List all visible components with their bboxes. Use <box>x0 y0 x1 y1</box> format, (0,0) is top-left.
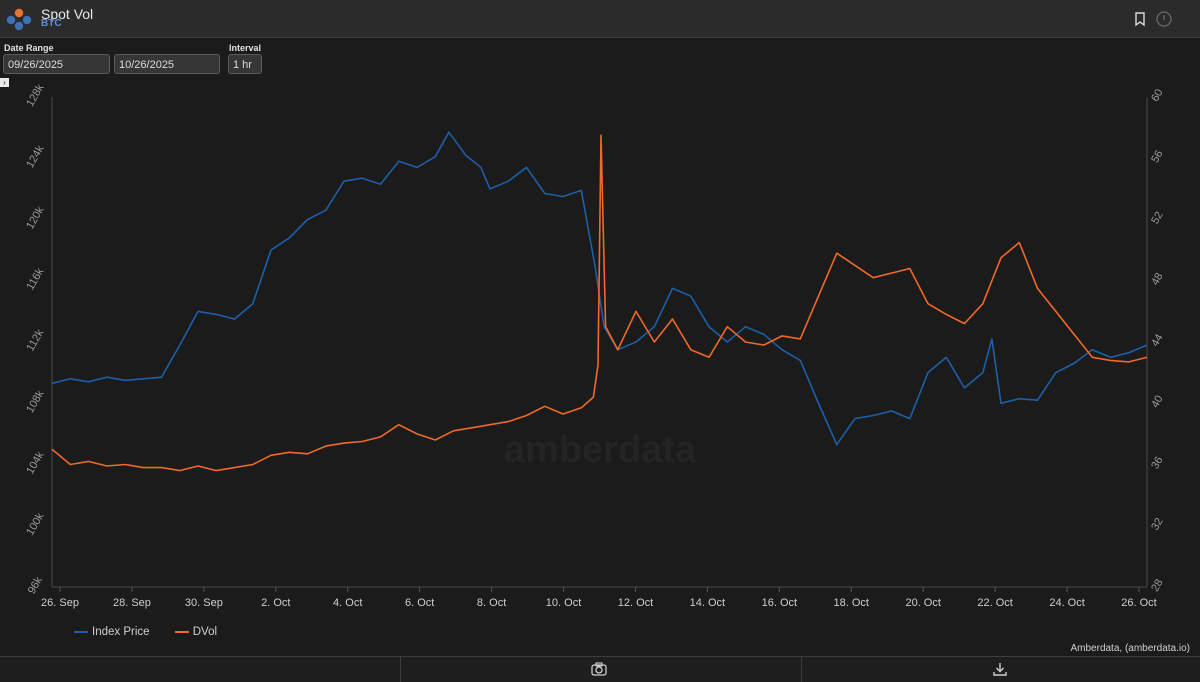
x-tick-label: 4. Oct <box>333 597 362 609</box>
chart-controls: Date Range 09/26/2025 10/26/2025 Interva… <box>0 38 1200 88</box>
x-tick-label: 20. Oct <box>905 597 940 609</box>
left-y-tick-label: 100k <box>24 510 47 537</box>
info-icon[interactable] <box>1155 10 1173 28</box>
chart-legend: Index Price DVol <box>74 624 239 638</box>
right-y-tick-label: 40 <box>1149 393 1166 410</box>
left-y-tick-label: 120k <box>24 204 47 231</box>
right-y-tick-label: 56 <box>1149 148 1166 165</box>
amberdata-logo <box>6 8 32 31</box>
start-date-input[interactable]: 09/26/2025 <box>3 54 110 74</box>
left-y-tick-label: 112k <box>24 327 46 353</box>
right-y-tick-label: 36 <box>1149 455 1166 472</box>
x-tick-label: 2. Oct <box>261 597 290 609</box>
asset-label: BTC <box>41 18 62 29</box>
x-tick-label: 26. Sep <box>41 597 79 609</box>
interval-select[interactable]: 1 hr <box>228 54 262 74</box>
left-y-tick-label: 96k <box>26 574 46 596</box>
end-date-input[interactable]: 10/26/2025 <box>114 54 220 74</box>
date-range-label: Date Range <box>4 43 54 53</box>
left-y-tick-label: 104k <box>24 449 47 476</box>
right-y-tick-label: 44 <box>1149 332 1166 349</box>
left-y-tick-label: 116k <box>24 266 46 292</box>
camera-icon[interactable] <box>590 660 608 678</box>
bookmark-icon[interactable] <box>1131 10 1149 28</box>
x-tick-label: 28. Sep <box>113 597 151 609</box>
right-y-tick-label: 28 <box>1149 577 1166 594</box>
left-y-tick-label: 124k <box>24 143 47 170</box>
right-y-tick-label: 48 <box>1149 271 1166 288</box>
x-tick-label: 16. Oct <box>762 597 797 609</box>
right-y-tick-label: 60 <box>1149 87 1166 104</box>
legend-swatch-dvol <box>174 631 189 633</box>
widget-title: Spot Vol <box>41 6 94 22</box>
x-tick-label: 12. Oct <box>618 597 653 609</box>
x-tick-label: 8. Oct <box>477 597 506 609</box>
x-tick-label: 6. Oct <box>405 597 434 609</box>
watermark-text: amberdata <box>504 429 697 471</box>
footer-toolbar <box>0 656 1200 682</box>
window-header: Spot Vol BTC <box>0 0 1200 38</box>
legend-label-dvol: DVol <box>192 626 218 638</box>
footer-divider <box>801 657 802 682</box>
expand-toggle[interactable]: › <box>0 78 9 87</box>
download-icon[interactable] <box>991 660 1009 678</box>
x-tick-label: 14. Oct <box>690 597 725 609</box>
x-tick-label: 18. Oct <box>834 597 869 609</box>
right-y-tick-label: 32 <box>1149 516 1166 533</box>
series-line-dvol <box>51 134 1148 472</box>
x-tick-label: 22. Oct <box>977 597 1012 609</box>
interval-label: Interval <box>229 43 262 53</box>
legend-item-index-price[interactable]: Index Price <box>74 626 150 638</box>
footer-divider <box>400 657 401 682</box>
legend-item-dvol[interactable]: DVol <box>174 626 218 638</box>
legend-label-index-price: Index Price <box>92 626 150 638</box>
legend-swatch-index-price <box>74 631 88 633</box>
left-y-tick-label: 128k <box>24 82 47 109</box>
x-tick-label: 30. Sep <box>185 597 223 609</box>
x-tick-label: 10. Oct <box>546 597 581 609</box>
left-y-tick-label: 108k <box>24 388 47 415</box>
x-tick-label: 24. Oct <box>1049 597 1084 609</box>
data-credit: Amberdata, (amberdata.io) <box>1070 643 1190 654</box>
x-tick-label: 26. Oct <box>1121 597 1156 609</box>
right-y-tick-label: 52 <box>1149 210 1166 227</box>
